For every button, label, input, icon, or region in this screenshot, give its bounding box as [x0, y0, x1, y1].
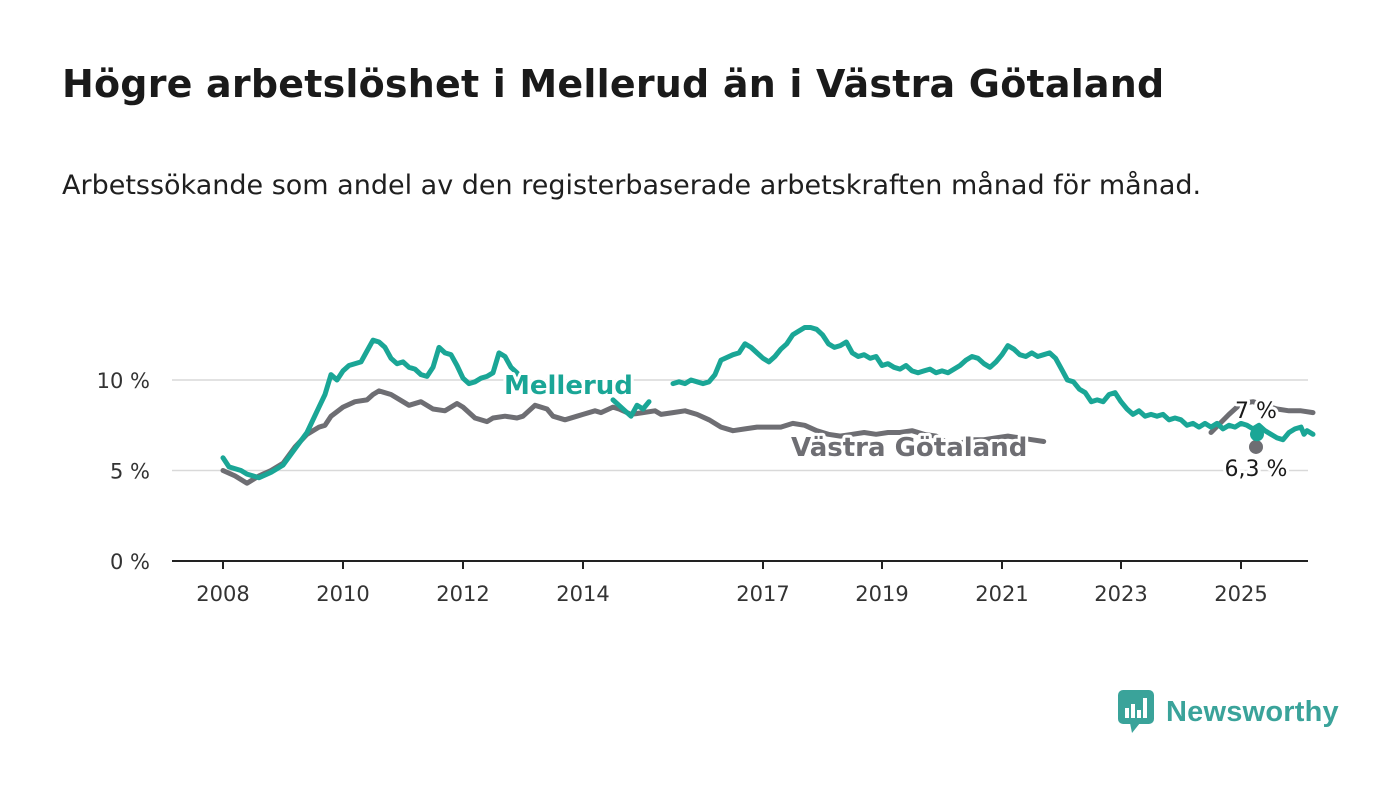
line-chart: 0 %5 %10 % 2008 2010 2012 2014 2017 2019 2021 2…: [97, 325, 1316, 606]
series-line-mellerud: [610, 397, 652, 419]
end-dot-mellerud: [1250, 427, 1264, 442]
x-tick-label: 2012: [436, 582, 489, 606]
series-line-vastra-gotaland: [1208, 399, 1316, 435]
series-lines: [220, 325, 1316, 486]
y-axis-ticks: 0 % 5 % 10 %: [97, 369, 150, 574]
x-tick-label: 2010: [316, 582, 369, 606]
x-tick-label: 2019: [855, 582, 908, 606]
end-value-mellerud: 7 %: [1235, 399, 1277, 424]
x-tick-label: 2021: [975, 582, 1028, 606]
y-tick-label: 5 %: [110, 460, 150, 484]
brand-logo: Newsworthy: [1118, 690, 1339, 734]
x-tick-label: 2014: [556, 582, 609, 606]
y-tick-label: 10 %: [97, 369, 150, 393]
series-label-vastra-gotaland: Västra Götaland: [791, 433, 1027, 463]
series-line-mellerud: [220, 337, 544, 481]
y-tick-label: 0 %: [110, 550, 150, 574]
bar-chart-speech-bubble-icon: [1118, 690, 1154, 733]
x-tick-label: 2023: [1094, 582, 1147, 606]
brand-name: Newsworthy: [1166, 695, 1339, 728]
x-tick-label: 2008: [196, 582, 249, 606]
chart-subtitle: Arbetssökande som andel av den registerb…: [62, 170, 1202, 201]
x-tick-label: 2017: [736, 582, 789, 606]
end-value-vastra-gotaland: 6,3 %: [1225, 457, 1288, 482]
x-tick-label: 2025: [1214, 582, 1267, 606]
series-labels: Mellerud Västra Götaland 7 % 6,3 %: [501, 368, 1290, 485]
series-line-mellerud: [670, 325, 1316, 443]
gridlines: [172, 379, 1308, 472]
x-axis: 2008 2010 2012 2014 2017 2019 2021 2023 2025: [172, 560, 1308, 606]
series-line-vastra-gotaland: [220, 388, 1047, 486]
chart-title: Högre arbetslöshet i Mellerud än i Västr…: [62, 62, 1165, 106]
series-label-mellerud: Mellerud: [504, 371, 633, 401]
end-dot-vastra-gotaland: [1249, 439, 1263, 454]
